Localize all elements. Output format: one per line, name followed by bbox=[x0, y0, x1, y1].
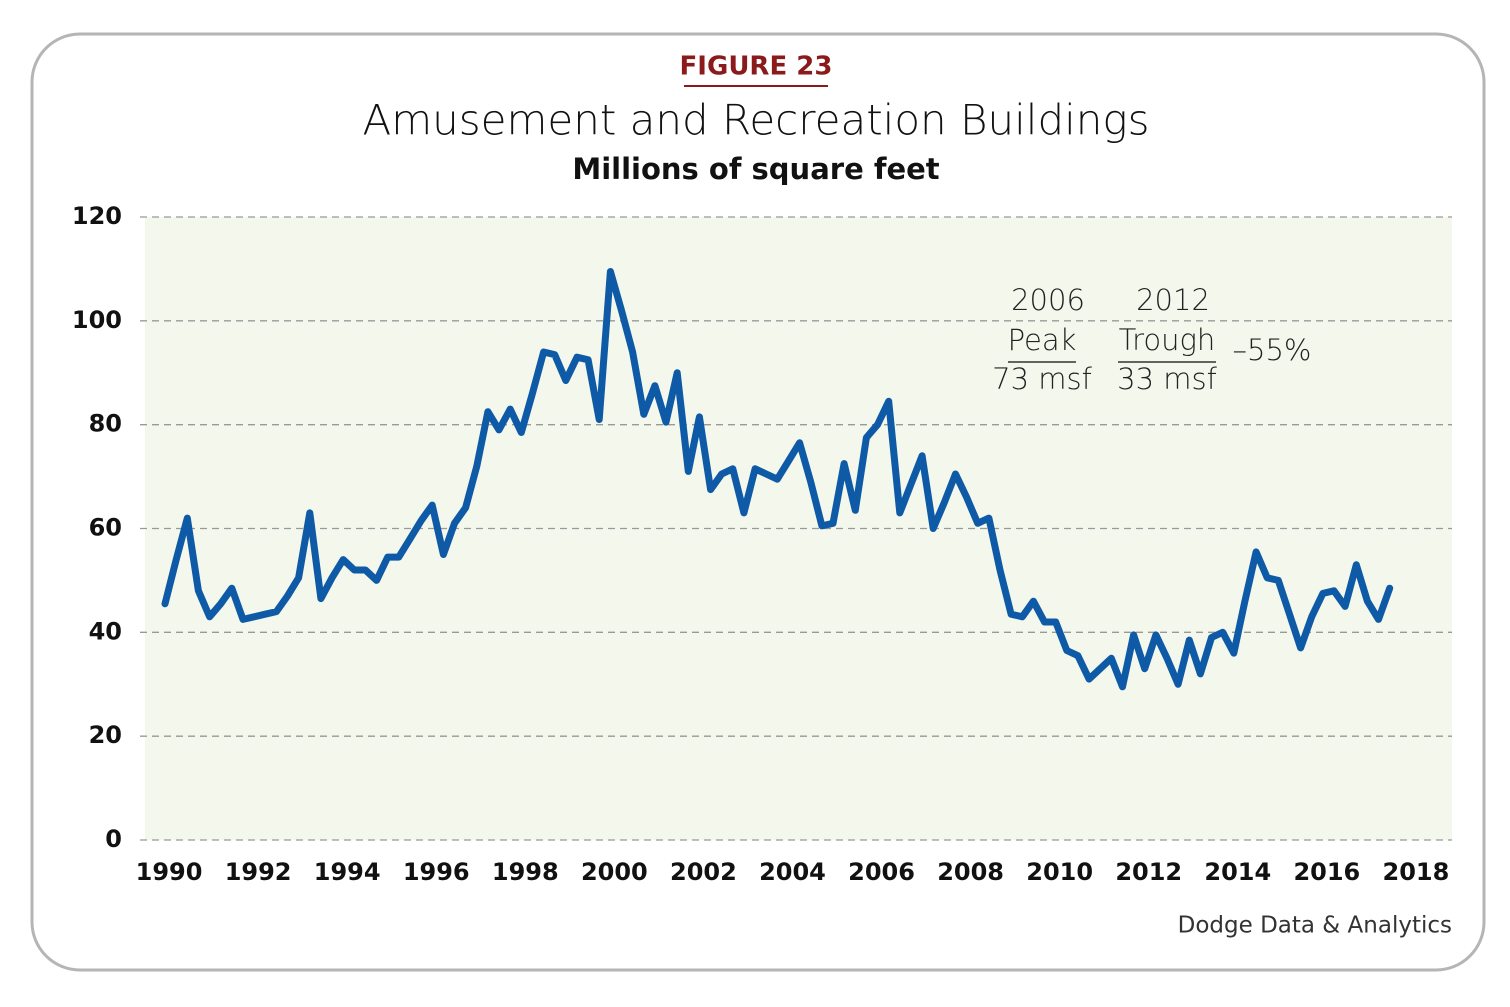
figure-label: FIGURE 23 bbox=[680, 52, 833, 82]
x-tick-label: 2008 bbox=[937, 858, 1004, 886]
annotation: 73 msf bbox=[992, 362, 1092, 396]
x-tick-label: 1998 bbox=[492, 858, 559, 886]
annotation: 2012 bbox=[1136, 283, 1210, 317]
y-tick-label: 120 bbox=[72, 202, 122, 230]
x-tick-label: 2016 bbox=[1293, 858, 1360, 886]
x-tick-label: 2014 bbox=[1204, 858, 1271, 886]
plot-area bbox=[145, 217, 1452, 840]
x-tick-label: 1990 bbox=[136, 858, 203, 886]
x-tick-label: 2012 bbox=[1115, 858, 1182, 886]
y-tick-label: 60 bbox=[89, 514, 122, 542]
x-tick-label: 1992 bbox=[225, 858, 292, 886]
y-tick-label: 0 bbox=[105, 825, 122, 853]
x-tick-label: 2018 bbox=[1383, 858, 1450, 886]
x-tick-label: 2004 bbox=[759, 858, 826, 886]
chart-subtitle: Millions of square feet bbox=[572, 152, 939, 186]
x-tick-label: 1994 bbox=[314, 858, 381, 886]
annotation: –55% bbox=[1233, 333, 1312, 367]
y-tick-label: 40 bbox=[89, 617, 122, 645]
annotation: 33 msf bbox=[1117, 362, 1217, 396]
data-line bbox=[161, 268, 1394, 691]
annotation: 2006 bbox=[1011, 283, 1085, 317]
annotation: Trough bbox=[1119, 323, 1216, 357]
x-tick-label: 2006 bbox=[848, 858, 915, 886]
x-tick-label: 2010 bbox=[1026, 858, 1093, 886]
y-tick-label: 80 bbox=[89, 410, 122, 438]
annotation: Peak bbox=[1008, 323, 1077, 357]
x-tick-label: 1996 bbox=[403, 858, 470, 886]
y-tick-label: 100 bbox=[72, 306, 122, 334]
chart-title: Amusement and Recreation Buildings bbox=[363, 96, 1150, 145]
x-tick-label: 2000 bbox=[581, 858, 648, 886]
y-tick-label: 20 bbox=[89, 721, 122, 749]
x-tick-label: 2002 bbox=[670, 858, 737, 886]
source: Dodge Data & Analytics bbox=[1178, 913, 1452, 939]
